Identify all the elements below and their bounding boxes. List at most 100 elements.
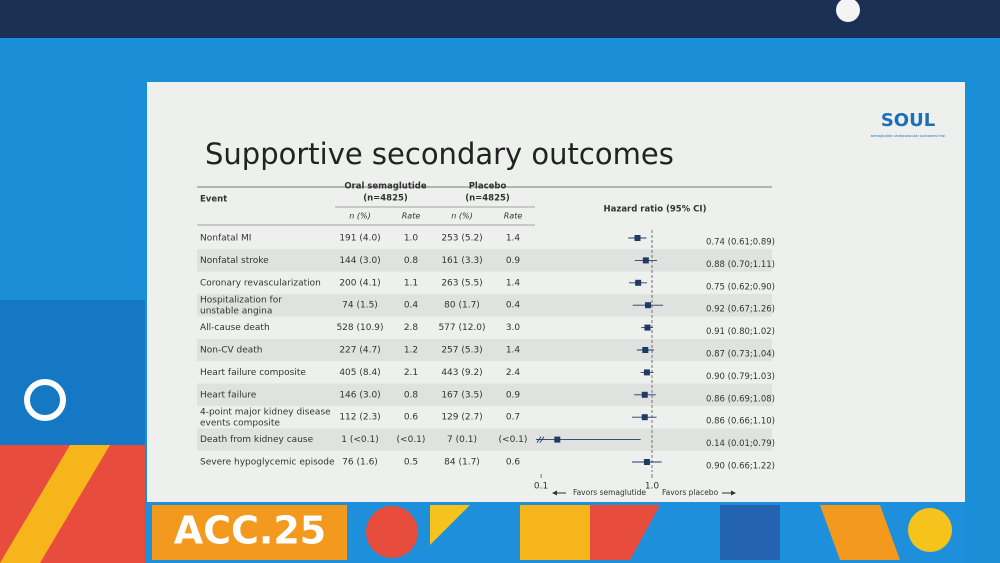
row-shade: [197, 383, 772, 406]
table-cell: 263 (5.5): [441, 278, 482, 288]
point-estimate: [644, 302, 651, 309]
table-cell: 161 (3.3): [441, 256, 482, 266]
decor: [430, 505, 470, 545]
table-cell: 0.9: [506, 256, 521, 266]
table-cell: 191 (4.0): [339, 234, 380, 244]
table-cell: 129 (2.7): [441, 413, 482, 423]
point-estimate: [643, 459, 650, 465]
hr-label: 0.86 (0.69;1.08): [706, 394, 775, 404]
table-cell: 1.0: [404, 234, 419, 244]
row-header: Event: [200, 195, 227, 205]
table-cell: 112 (2.3): [339, 413, 380, 423]
table-cell: 577 (12.0): [438, 323, 485, 333]
table-cell: 405 (8.4): [339, 368, 380, 378]
decor: [908, 508, 952, 552]
decor: [366, 506, 418, 558]
decor: [590, 505, 660, 560]
table-cell: 257 (5.3): [441, 346, 482, 356]
arrow-head: [552, 490, 558, 496]
ceiling: [0, 0, 1000, 38]
table-cell: 1.4: [506, 278, 521, 288]
point-estimate: [644, 324, 651, 331]
trial-logo-subtitle: semaglutide cardiovascular outcomes tria…: [871, 134, 946, 138]
table-cell: 0.5: [404, 458, 418, 468]
row-shade: [197, 294, 772, 317]
event-label: Nonfatal MI: [200, 234, 251, 244]
table-cell: 3.0: [506, 323, 521, 333]
row-shade: [197, 249, 772, 272]
point-estimate: [554, 436, 561, 443]
axis-break: [536, 436, 542, 443]
trial-logo: SOUL: [881, 110, 935, 131]
table-cell: 0.4: [506, 301, 521, 311]
table-cell: 253 (5.2): [441, 234, 482, 244]
row-shade: [197, 428, 772, 451]
event-label: Death from kidney cause: [200, 435, 314, 445]
row-shade: [197, 338, 772, 362]
slide-title: Supportive secondary outcomes: [205, 137, 674, 171]
table-cell: 2.1: [404, 368, 418, 378]
point-estimate: [635, 279, 642, 286]
table-cell: (<0.1): [499, 435, 528, 445]
x-tick-label: 0.1: [534, 482, 548, 492]
table-cell: (<0.1): [397, 435, 426, 445]
sub-header: n (%): [451, 212, 472, 221]
hr-label: 0.14 (0.01;0.79): [706, 439, 775, 449]
table-cell: 1.2: [404, 346, 418, 356]
decor: [520, 505, 590, 560]
group-n: (n=4825): [465, 194, 510, 204]
table-cell: 0.8: [404, 390, 419, 400]
event-label: Severe hypoglycemic episode: [200, 458, 335, 468]
table-cell: 0.8: [404, 256, 419, 266]
event-label: Heart failure: [200, 390, 257, 400]
table-cell: 7 (0.1): [447, 435, 477, 445]
table-cell: 1 (<0.1): [341, 435, 378, 445]
table-cell: 80 (1.7): [444, 301, 480, 311]
favors-right: Favors placebo: [662, 488, 719, 497]
event-label: Hospitalization for unstable angina: [200, 295, 282, 316]
hr-header: Hazard ratio (95% CI): [604, 205, 707, 215]
group-n: (n=4825): [363, 194, 408, 204]
table-cell: 0.7: [506, 413, 520, 423]
point-estimate: [642, 347, 649, 353]
hr-label: 0.90 (0.66;1.22): [706, 462, 775, 472]
point-estimate: [641, 391, 648, 398]
table-cell: 0.4: [404, 301, 419, 311]
sub-header: Rate: [504, 212, 523, 221]
table-cell: 1.4: [506, 346, 521, 356]
table-cell: 146 (3.0): [339, 390, 380, 400]
event-label: Heart failure composite: [200, 368, 306, 378]
hr-label: 0.86 (0.66;1.10): [706, 417, 775, 427]
axis-break: [539, 436, 545, 443]
table-cell: 74 (1.5): [342, 301, 378, 311]
hr-label: 0.92 (0.67;1.26): [706, 305, 775, 315]
hr-label: 0.74 (0.61;0.89): [706, 238, 775, 248]
arrow-head: [731, 490, 737, 496]
sub-header: n (%): [349, 212, 370, 221]
table-cell: 167 (3.5): [441, 390, 482, 400]
hr-label: 0.87 (0.73;1.04): [706, 350, 775, 360]
table-cell: 2.4: [506, 368, 521, 378]
decor: [24, 379, 66, 421]
hr-label: 0.91 (0.80;1.02): [706, 327, 775, 337]
table-cell: 1.1: [404, 278, 418, 288]
table-cell: 2.8: [404, 323, 419, 333]
table-cell: 0.9: [506, 390, 521, 400]
decor: [0, 445, 110, 563]
table-cell: 528 (10.9): [336, 323, 383, 333]
favors-left: Favors semaglutide: [573, 488, 646, 497]
event-label: All-cause death: [200, 323, 270, 333]
table-cell: 0.6: [404, 413, 419, 423]
decor: [820, 505, 900, 560]
point-estimate: [642, 257, 649, 264]
footer-block: [152, 505, 347, 560]
x-tick-label: 1.0: [645, 482, 660, 492]
decor: [720, 505, 780, 560]
stage-light: [836, 0, 860, 22]
conference-logo: ACC.25: [174, 509, 327, 553]
table-cell: 84 (1.7): [444, 458, 480, 468]
point-estimate: [634, 235, 641, 241]
table-cell: 1.4: [506, 234, 521, 244]
event-label: 4-point major kidney disease events compo…: [200, 407, 331, 428]
